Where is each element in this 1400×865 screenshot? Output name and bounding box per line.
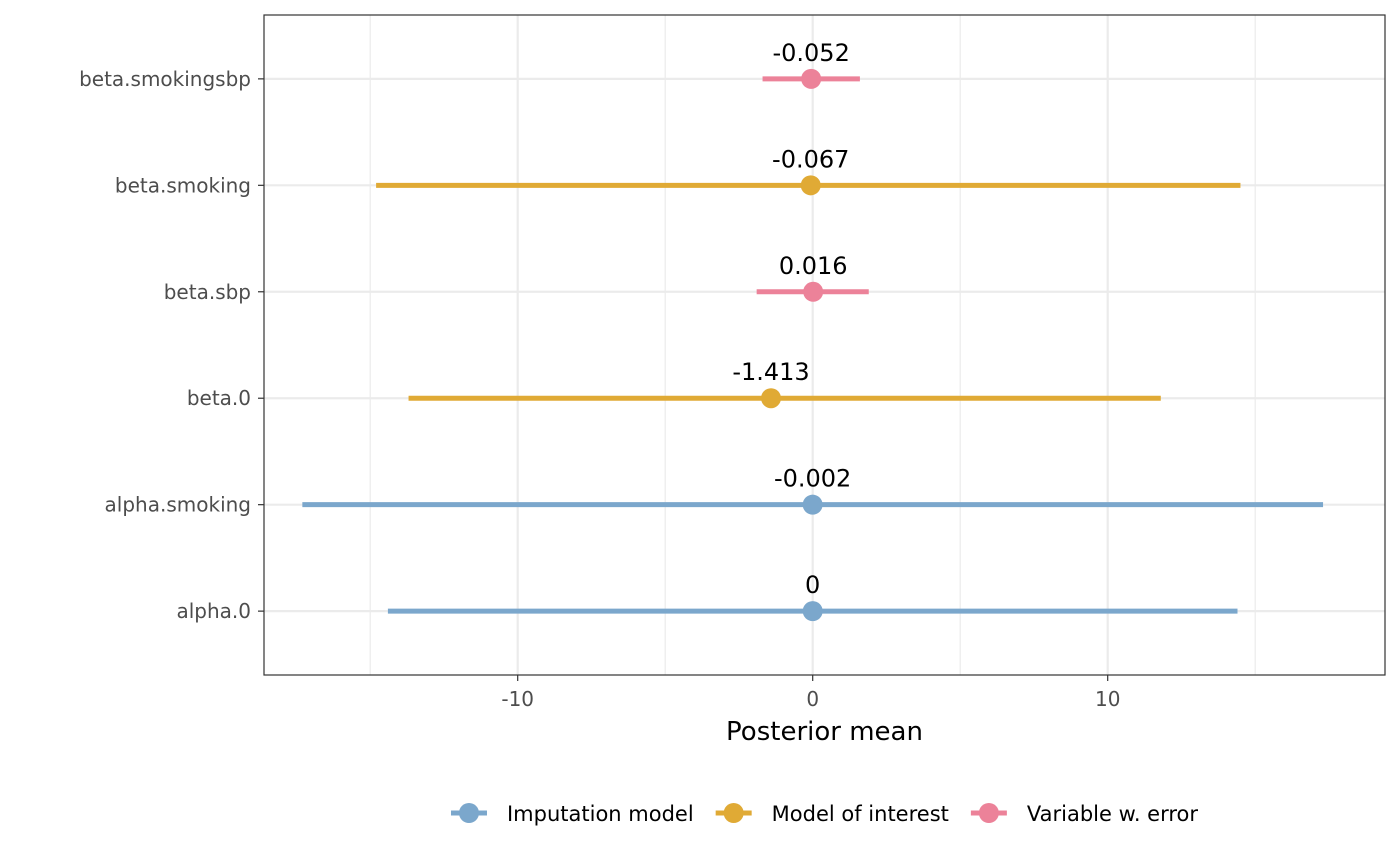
y-tick-label-beta-sbp: beta.sbp — [164, 280, 251, 304]
minor-gridlines — [369, 15, 1256, 675]
y-tick-label-alpha-smoking: alpha.smoking — [105, 493, 251, 517]
legend-key-point — [723, 803, 744, 823]
y-tick-label-beta-smokingsbp: beta.smokingsbp — [79, 67, 251, 91]
y-axis: beta.smokingsbp beta.smoking beta.sbp beta.… — [79, 67, 264, 623]
legend-label: Variable w. error — [1027, 802, 1199, 826]
point-beta-smoking — [800, 175, 821, 196]
x-axis: -10 0 10 — [501, 675, 1120, 711]
data-marks: -0.052 -0.067 0.016 -1.413 -0.002 0 — [302, 39, 1324, 622]
point-beta-smokingsbp — [801, 68, 822, 89]
legend-item-variable-w-error: Variable w. error — [970, 802, 1199, 826]
point-alpha-0 — [802, 601, 823, 622]
legend-key-point — [458, 803, 479, 823]
legend-key-point — [978, 803, 999, 823]
data-label-beta-0: -1.413 — [732, 358, 809, 386]
point-beta-0 — [761, 388, 782, 409]
data-label-beta-smokingsbp: -0.052 — [772, 39, 849, 67]
x-axis-title: Posterior mean — [726, 717, 923, 747]
legend-label: Imputation model — [507, 802, 694, 826]
data-label-alpha-smoking: -0.002 — [774, 465, 851, 493]
point-alpha-smoking — [802, 494, 823, 515]
point-beta-sbp — [803, 281, 824, 302]
legend: Imputation model Model of interest Variabl… — [450, 802, 1199, 826]
panel-border — [263, 14, 1386, 676]
y-tick-label-beta-smoking: beta.smoking — [115, 173, 251, 197]
legend-item-imputation-model: Imputation model — [450, 802, 694, 826]
x-tick-label: 10 — [1095, 687, 1120, 711]
x-tick-label: -10 — [501, 687, 534, 711]
y-tick-label-beta-0: beta.0 — [187, 386, 251, 410]
data-label-beta-sbp: 0.016 — [779, 252, 848, 280]
x-tick-label: 0 — [806, 687, 819, 711]
legend-item-model-of-interest: Model of interest — [715, 802, 949, 826]
y-tick-label-alpha-0: alpha.0 — [176, 599, 251, 623]
legend-label: Model of interest — [772, 802, 949, 826]
data-label-alpha-0: 0 — [805, 571, 820, 599]
data-label-beta-smoking: -0.067 — [772, 145, 849, 173]
